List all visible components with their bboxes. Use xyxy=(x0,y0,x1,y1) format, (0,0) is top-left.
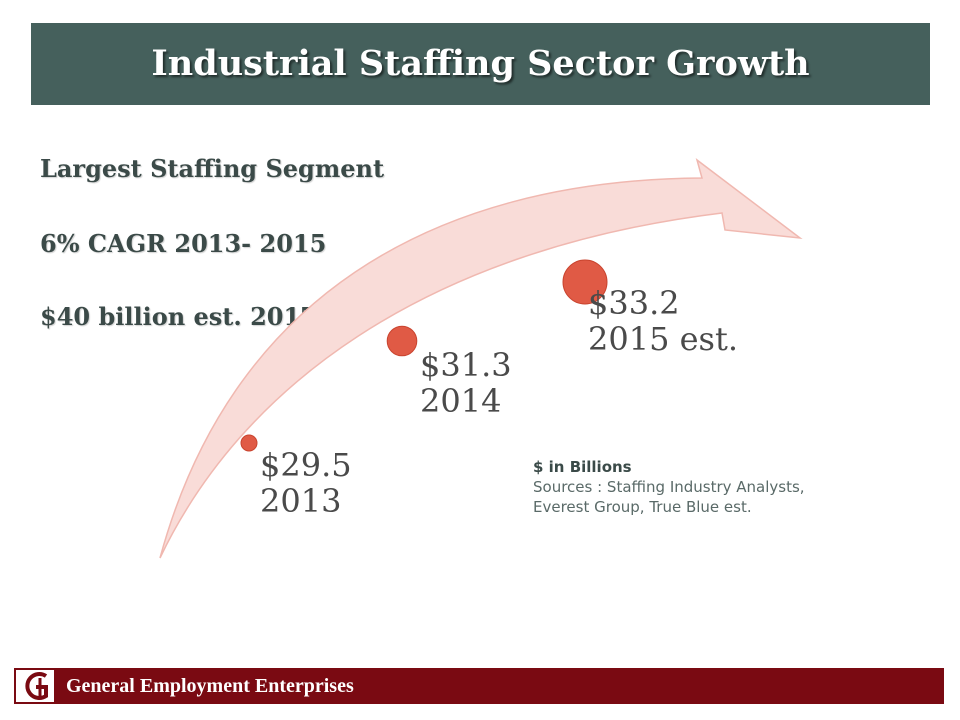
footer-bar xyxy=(14,668,944,704)
sources-line-2: Everest Group, True Blue est. xyxy=(533,498,752,516)
point-value-2013: $29.5 xyxy=(260,446,352,484)
company-name: General Employment Enterprises xyxy=(66,675,354,697)
ge-logo-icon xyxy=(16,670,54,702)
growth-arrow-shape xyxy=(159,158,803,559)
sources-line-1: Sources : Staffing Industry Analysts, xyxy=(533,478,805,496)
point-period-2013: 2013 xyxy=(260,482,342,520)
bullet-largest-segment: Largest Staffing Segment xyxy=(40,154,385,183)
chart-note: $ in Billions Sources : Staffing Industr… xyxy=(533,457,805,517)
sources-text: Sources : Staffing Industry Analysts, Ev… xyxy=(533,477,805,517)
marker-2014 xyxy=(386,325,418,357)
point-value-2014: $31.3 xyxy=(420,346,512,384)
point-value-2015: $33.2 xyxy=(588,284,680,322)
slide-title: Industrial Staffing Sector Growth xyxy=(151,43,810,84)
point-label-2014: $31.3 2014 xyxy=(420,347,512,419)
unit-label: $ in Billions xyxy=(533,458,632,476)
point-period-2014: 2014 xyxy=(420,382,502,420)
point-period-2015: 2015 est. xyxy=(588,320,738,358)
bullet-cagr: 6% CAGR 2013- 2015 xyxy=(40,229,327,258)
point-label-2013: $29.5 2013 xyxy=(260,447,352,519)
marker-2013 xyxy=(240,434,258,452)
title-bar xyxy=(31,23,930,105)
point-label-2015: $33.2 2015 est. xyxy=(588,285,738,357)
bullet-estimate-2017: $40 billion est. 2017 xyxy=(40,302,317,331)
marker-2015-est- xyxy=(562,259,608,305)
